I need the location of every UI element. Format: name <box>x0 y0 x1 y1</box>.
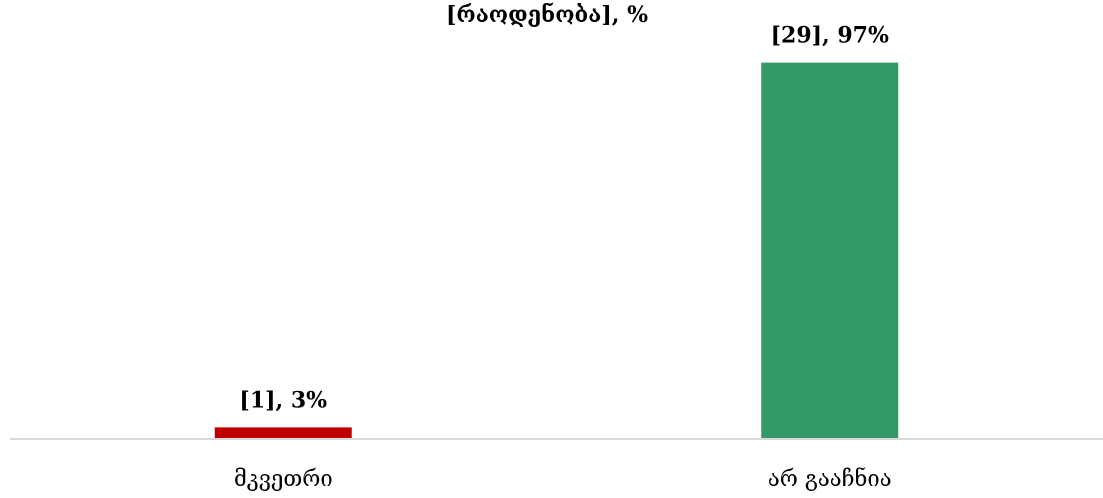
chart-subtitle: [რაოდენობა], % <box>446 2 648 28</box>
category-label-1: მკვეთრი <box>234 467 333 492</box>
bar-2 <box>761 63 898 439</box>
data-label-2: [29], 97% <box>771 23 889 49</box>
data-label-1: [1], 3% <box>239 387 327 413</box>
category-labels-group: მკვეთრი არ გააჩნია <box>234 466 892 492</box>
bar-1 <box>215 427 352 439</box>
category-label-2: არ გააჩნია <box>768 466 892 492</box>
bars-group <box>215 63 899 439</box>
